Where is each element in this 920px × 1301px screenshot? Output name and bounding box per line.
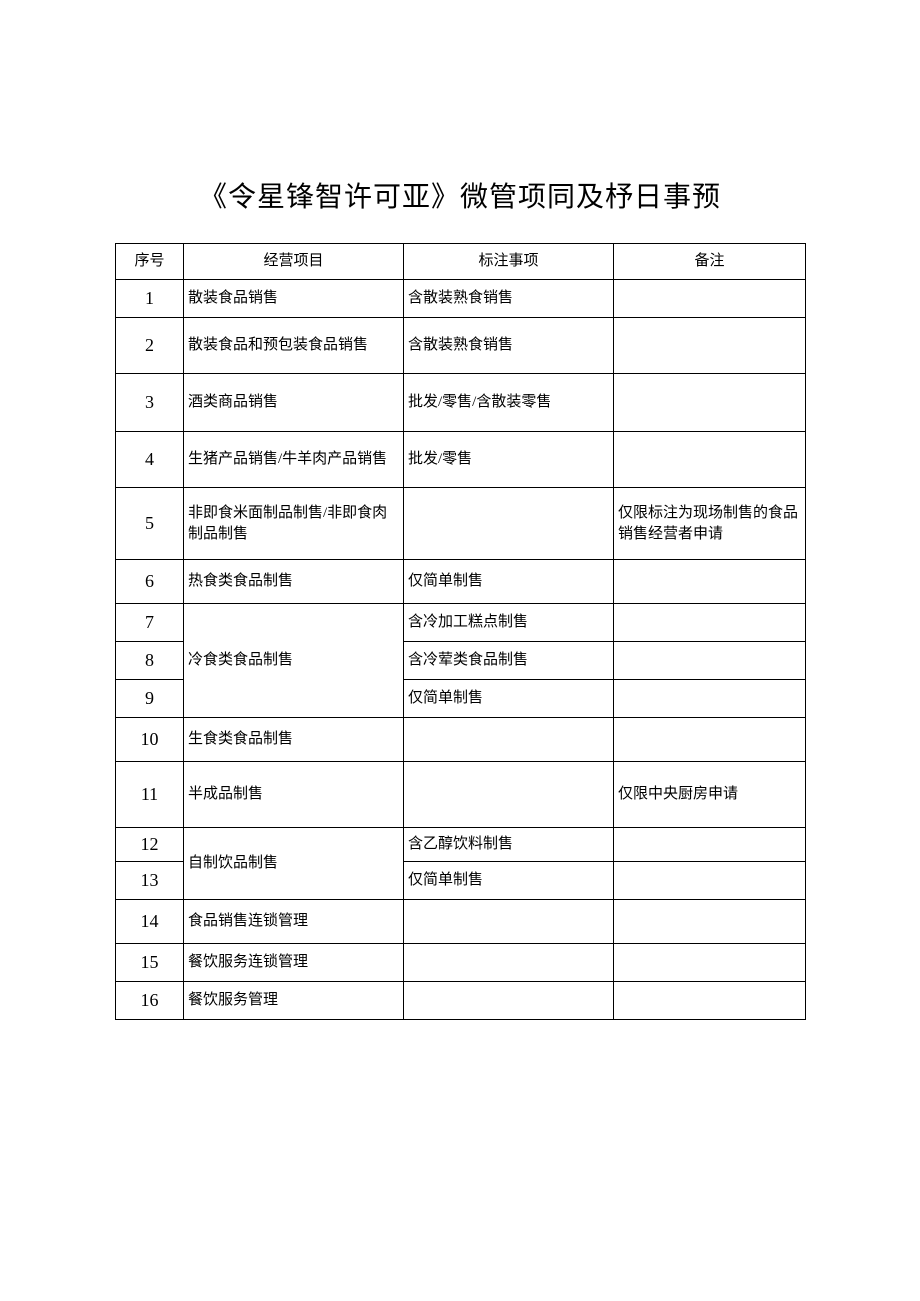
cell-remark [614,318,806,374]
table-row: 10生食类食品制售 [116,718,806,762]
cell-seq: 4 [116,432,184,488]
cell-note: 批发/零售 [404,432,614,488]
cell-note: 含散装熟食销售 [404,318,614,374]
table-row: 11半成品制售 仅限中央厨房申请 [116,762,806,828]
cell-seq: 14 [116,900,184,944]
cell-note: 仅简单制售 [404,862,614,900]
cell-seq: 10 [116,718,184,762]
cell-seq: 16 [116,982,184,1020]
cell-item: 生食类食品制售 [184,718,404,762]
table-row: 5非即食米面制品制售/非即食肉制品制售 仅限标注为现场制售的食品销售经营者申请 [116,488,806,560]
cell-seq: 8 [116,642,184,680]
cell-seq: 5 [116,488,184,560]
table-row: 16餐饮服务管理 [116,982,806,1020]
cell-seq: 15 [116,944,184,982]
cell-item: 酒类商品销售 [184,374,404,432]
cell-note [404,982,614,1020]
cell-item: 散装食品和预包装食品销售 [184,318,404,374]
cell-remark [614,680,806,718]
table-row: 1散装食品销售含散装熟食销售 [116,280,806,318]
cell-note [404,718,614,762]
cell-remark [614,604,806,642]
cell-note: 含冷加工糕点制售 [404,604,614,642]
cell-remark [614,862,806,900]
cell-item: 食品销售连锁管理 [184,900,404,944]
cell-item: 餐饮服务管理 [184,982,404,1020]
cell-remark [614,374,806,432]
page-title: 《令星锋智许可亚》微管项同及杼日事预 [115,175,805,215]
cell-note [404,944,614,982]
cell-note: 仅简单制售 [404,560,614,604]
cell-item: 热食类食品制售 [184,560,404,604]
cell-seq: 3 [116,374,184,432]
cell-item: 半成品制售 [184,762,404,828]
cell-item: 自制饮品制售 [184,828,404,900]
items-table: 序号 经营项目 标注事项 备注 1散装食品销售含散装熟食销售2散装食品和预包装食… [115,243,806,1020]
cell-remark [614,982,806,1020]
cell-remark [614,560,806,604]
col-item: 经营项目 [184,244,404,280]
cell-item: 非即食米面制品制售/非即食肉制品制售 [184,488,404,560]
cell-item: 生猪产品销售/牛羊肉产品销售 [184,432,404,488]
cell-note [404,762,614,828]
cell-item: 餐饮服务连锁管理 [184,944,404,982]
table-header-row: 序号 经营项目 标注事项 备注 [116,244,806,280]
col-seq: 序号 [116,244,184,280]
cell-note: 含乙醇饮料制售 [404,828,614,862]
cell-seq: 6 [116,560,184,604]
cell-note: 含散装熟食销售 [404,280,614,318]
cell-remark: 仅限标注为现场制售的食品销售经营者申请 [614,488,806,560]
cell-remark [614,280,806,318]
table-row: 12自制饮品制售含乙醇饮料制售 [116,828,806,862]
cell-note: 批发/零售/含散装零售 [404,374,614,432]
table-row: 15餐饮服务连锁管理 [116,944,806,982]
cell-remark [614,828,806,862]
cell-seq: 11 [116,762,184,828]
cell-seq: 7 [116,604,184,642]
cell-note [404,900,614,944]
cell-remark: 仅限中央厨房申请 [614,762,806,828]
cell-seq: 1 [116,280,184,318]
cell-remark [614,900,806,944]
table-row: 4生猪产品销售/牛羊肉产品销售批发/零售 [116,432,806,488]
col-note: 标注事项 [404,244,614,280]
col-remark: 备注 [614,244,806,280]
table-row: 3酒类商品销售批发/零售/含散装零售 [116,374,806,432]
cell-remark [614,944,806,982]
cell-item: 冷食类食品制售 [184,604,404,718]
cell-remark [614,432,806,488]
cell-seq: 13 [116,862,184,900]
cell-remark [614,718,806,762]
cell-note [404,488,614,560]
table-row: 7冷食类食品制售含冷加工糕点制售 [116,604,806,642]
cell-note: 含冷荤类食品制售 [404,642,614,680]
cell-seq: 9 [116,680,184,718]
cell-note: 仅简单制售 [404,680,614,718]
table-row: 6热食类食品制售仅简单制售 [116,560,806,604]
cell-item: 散装食品销售 [184,280,404,318]
table-row: 14食品销售连锁管理 [116,900,806,944]
cell-seq: 2 [116,318,184,374]
table-row: 2散装食品和预包装食品销售含散装熟食销售 [116,318,806,374]
cell-seq: 12 [116,828,184,862]
cell-remark [614,642,806,680]
